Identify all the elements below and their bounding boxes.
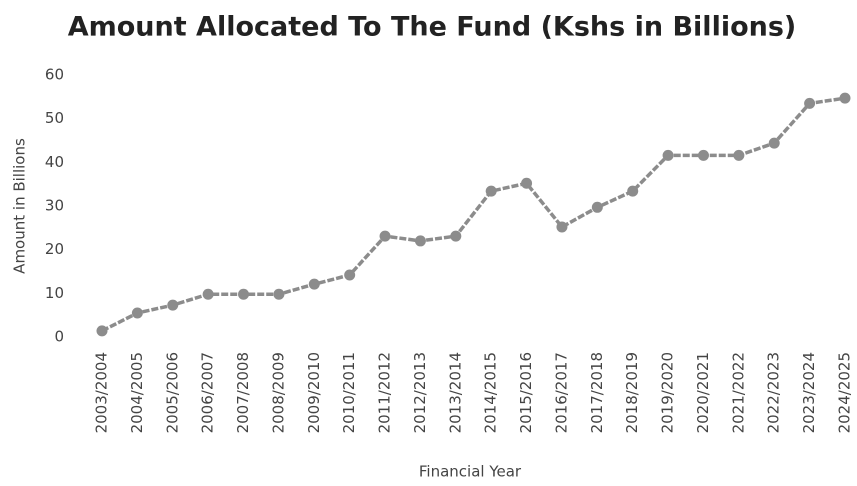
x-tick-label: 2009/2010 [305, 352, 323, 433]
point [96, 325, 108, 337]
x-tick-label: 2014/2015 [482, 352, 500, 433]
point [591, 201, 603, 213]
point [662, 149, 674, 161]
point [733, 149, 745, 161]
point [238, 288, 250, 300]
x-tick-label: 2005/2006 [163, 352, 181, 433]
point [697, 149, 709, 161]
point [167, 299, 179, 311]
point [627, 185, 639, 197]
x-tick-label: 2007/2008 [234, 352, 252, 433]
point [344, 269, 356, 281]
x-tick-label: 2019/2020 [659, 352, 677, 433]
line [101, 96, 846, 333]
point [414, 235, 426, 247]
x-tick-label: 2003/2004 [93, 352, 111, 433]
point [202, 288, 214, 300]
x-tick-label: 2016/2017 [552, 352, 570, 433]
x-tick-label: 2008/2009 [269, 352, 287, 433]
point [804, 97, 816, 109]
x-tick-label: 2015/2016 [517, 352, 535, 433]
x-tick-label: 2022/2023 [765, 352, 783, 433]
point [839, 92, 851, 104]
x-tick-label: 2024/2025 [836, 352, 854, 433]
point [556, 221, 568, 233]
x-tick-label: 2020/2021 [694, 352, 712, 433]
point [768, 137, 780, 149]
y-tick-label: 20 [45, 240, 64, 258]
x-tick-label: 2010/2011 [340, 352, 358, 433]
x-tick-label: 2006/2007 [199, 352, 217, 433]
y-tick-label: 60 [45, 66, 64, 84]
x-tick-label: 2011/2012 [376, 352, 394, 433]
y-tick-label: 0 [54, 328, 64, 346]
x-axis-label: Financial Year [419, 463, 522, 481]
point [273, 288, 285, 300]
y-tick-label: 10 [45, 284, 64, 302]
x-tick-label: 2004/2005 [128, 352, 146, 433]
point [450, 230, 462, 242]
point [379, 230, 391, 242]
x-tick-label: 2013/2014 [446, 352, 464, 433]
point [521, 177, 533, 189]
chart-title: Amount Allocated To The Fund (Kshs in Bi… [68, 12, 797, 43]
x-tick-label: 2012/2013 [411, 352, 429, 433]
y-tick-label: 50 [45, 109, 64, 127]
point [308, 278, 320, 290]
y-axis-label: Amount in Billions [11, 138, 29, 274]
y-tick-label: 30 [45, 197, 64, 215]
point [485, 185, 497, 197]
x-tick-label: 2017/2018 [588, 352, 606, 433]
y-tick-label: 40 [45, 153, 64, 171]
x-tick-label: 2021/2022 [729, 352, 747, 433]
x-tick-label: 2023/2024 [800, 352, 818, 433]
x-tick-label: 2018/2019 [623, 352, 641, 433]
point [131, 307, 143, 319]
